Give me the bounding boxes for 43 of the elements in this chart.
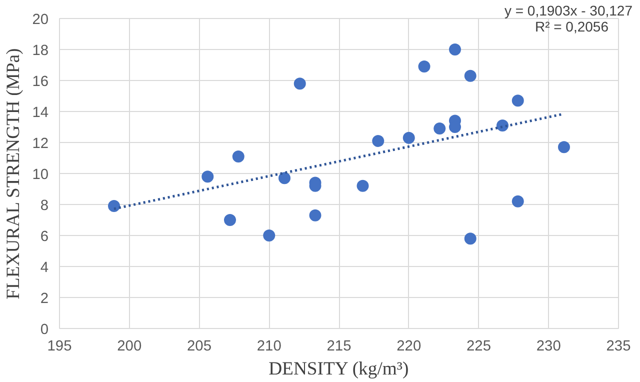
point (418, 60, 430, 73)
y-tick-label: 2 (40, 291, 49, 307)
y-tick-label: 8 (40, 198, 49, 214)
point (224, 214, 236, 226)
point (278, 172, 290, 184)
x-tick-label: 235 (606, 338, 631, 354)
point (356, 180, 369, 192)
y-tick-label: 10 (32, 167, 49, 183)
x-tick-label: 200 (117, 338, 142, 354)
y-tick-label: 0 (40, 322, 49, 338)
point (202, 170, 214, 183)
y-tick-label: 12 (32, 136, 49, 152)
point (558, 141, 570, 154)
point (108, 200, 120, 212)
point (372, 134, 384, 147)
point (309, 209, 322, 222)
point (464, 232, 476, 245)
point (464, 70, 476, 82)
point (263, 230, 276, 242)
point (512, 94, 524, 107)
x-axis-title: DENSITY (kg/m³) (268, 358, 409, 380)
point (448, 44, 461, 56)
point (294, 78, 306, 90)
x-tick-label: 195 (47, 338, 72, 354)
x-tick-label: 215 (326, 338, 352, 354)
y-tick-label: 16 (32, 74, 49, 90)
annotation: R² = 0,2056 (534, 18, 609, 34)
y-axis-title: FLEXURAL STRENGTH (MPa) (3, 48, 24, 300)
x-tick-label: 230 (536, 338, 561, 354)
point (232, 150, 244, 162)
x-tick-label: 225 (466, 338, 491, 354)
point (402, 132, 415, 144)
point (512, 195, 524, 208)
x-tick-label: 205 (187, 338, 212, 354)
x-tick-label: 210 (256, 338, 282, 354)
y-tick-label: 18 (32, 43, 49, 59)
annotation: y = 0,1903x - 30,127 (504, 2, 633, 18)
y-tick-label: 4 (40, 260, 49, 276)
x-tick-label: 220 (396, 338, 422, 354)
y-tick-label: 14 (32, 105, 49, 121)
y-tick-label: 20 (32, 12, 49, 28)
point (434, 122, 446, 135)
y-tick-label: 6 (40, 229, 49, 245)
